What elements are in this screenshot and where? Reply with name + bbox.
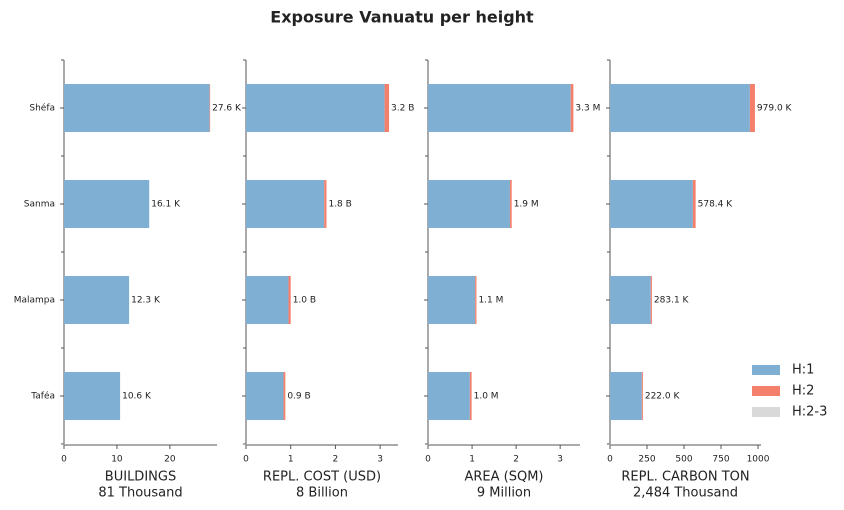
value-label: 3.2 B <box>391 104 414 114</box>
bar-segment <box>64 372 121 420</box>
x-tick-label: 10 <box>111 455 123 465</box>
x-axis-label: REPL. CARBON TON <box>621 470 749 485</box>
value-label: 3.3 M <box>575 104 600 114</box>
value-label: 578.4 K <box>698 200 734 210</box>
bar-segment <box>509 180 512 228</box>
legend-label: H:2-3 <box>792 405 827 420</box>
x-tick-label: 3 <box>377 455 383 465</box>
bar-segment <box>610 180 693 228</box>
bar-segment <box>246 372 284 420</box>
x-axis-sublabel: 9 Million <box>477 486 531 501</box>
y-tick-label: Taféa <box>30 391 55 402</box>
bar-segment <box>64 276 130 324</box>
bar-segment <box>64 180 150 228</box>
x-tick-label: 3 <box>557 455 563 465</box>
x-tick-label: 0 <box>243 455 249 465</box>
bar-segment <box>209 84 211 132</box>
x-tick-label: 1 <box>469 455 475 465</box>
value-label: 222.0 K <box>645 392 681 402</box>
x-axis-sublabel: 8 Billion <box>296 486 348 501</box>
bar-segment <box>428 180 510 228</box>
value-label: 979.0 K <box>757 104 793 114</box>
bar-segment <box>428 84 571 132</box>
x-tick-label: 0 <box>425 455 431 465</box>
x-tick-label: 0 <box>607 455 613 465</box>
value-label: 283.1 K <box>654 296 690 306</box>
bar-segment <box>475 276 477 324</box>
legend-swatch <box>752 365 780 375</box>
x-axis-label: REPL. COST (USD) <box>263 470 381 485</box>
bar-segment <box>610 372 642 420</box>
bar-segment <box>570 84 574 132</box>
bar-segment <box>610 84 750 132</box>
value-label: 0.9 B <box>287 392 310 402</box>
x-tick-label: 0 <box>61 455 67 465</box>
bar-segment <box>246 276 289 324</box>
bar-segment <box>64 84 210 132</box>
legend-swatch <box>752 407 780 417</box>
x-axis-label: AREA (SQM) <box>464 470 543 485</box>
bar-segment <box>428 372 470 420</box>
y-tick-label: Shéfa <box>29 103 55 114</box>
value-label: 27.6 K <box>212 104 242 114</box>
x-tick-label: 750 <box>712 455 729 465</box>
x-axis-sublabel: 81 Thousand <box>98 486 182 501</box>
bar-segment <box>246 180 325 228</box>
value-label: 1.1 M <box>478 296 503 306</box>
x-tick-label: 1000 <box>747 455 770 465</box>
x-tick-label: 20 <box>164 455 176 465</box>
bar-segment <box>749 84 755 132</box>
bar-segment <box>246 84 385 132</box>
y-tick-label: Malampa <box>14 296 55 306</box>
bar-segment <box>384 84 390 132</box>
bar-segment <box>288 276 291 324</box>
value-label: 16.1 K <box>151 200 181 210</box>
bar-segment <box>428 276 476 324</box>
value-label: 12.3 K <box>131 296 161 306</box>
value-label: 1.9 M <box>514 200 539 210</box>
x-axis-label: BUILDINGS <box>105 470 176 485</box>
y-tick-label: Sanma <box>24 200 55 210</box>
legend-swatch <box>752 386 780 396</box>
value-label: 10.6 K <box>122 392 152 402</box>
bar-segment <box>650 276 652 324</box>
x-tick-label: 1 <box>288 455 294 465</box>
bar-segment <box>283 372 286 420</box>
x-tick-label: 2 <box>333 455 339 465</box>
value-label: 1.0 M <box>474 392 499 402</box>
legend-label: H:1 <box>792 363 814 378</box>
bar-segment <box>692 180 696 228</box>
bar-segment <box>610 276 651 324</box>
bar-segment <box>324 180 327 228</box>
legend-label: H:2 <box>792 384 814 399</box>
x-tick-label: 500 <box>675 455 692 465</box>
x-axis-sublabel: 2,484 Thousand <box>633 486 738 501</box>
bar-segment <box>641 372 643 420</box>
value-label: 1.8 B <box>328 200 351 210</box>
value-label: 1.0 B <box>293 296 316 306</box>
chart-title: Exposure Vanuatu per height <box>270 8 534 27</box>
x-tick-label: 250 <box>638 455 655 465</box>
x-tick-label: 2 <box>513 455 519 465</box>
bar-segment <box>469 372 472 420</box>
